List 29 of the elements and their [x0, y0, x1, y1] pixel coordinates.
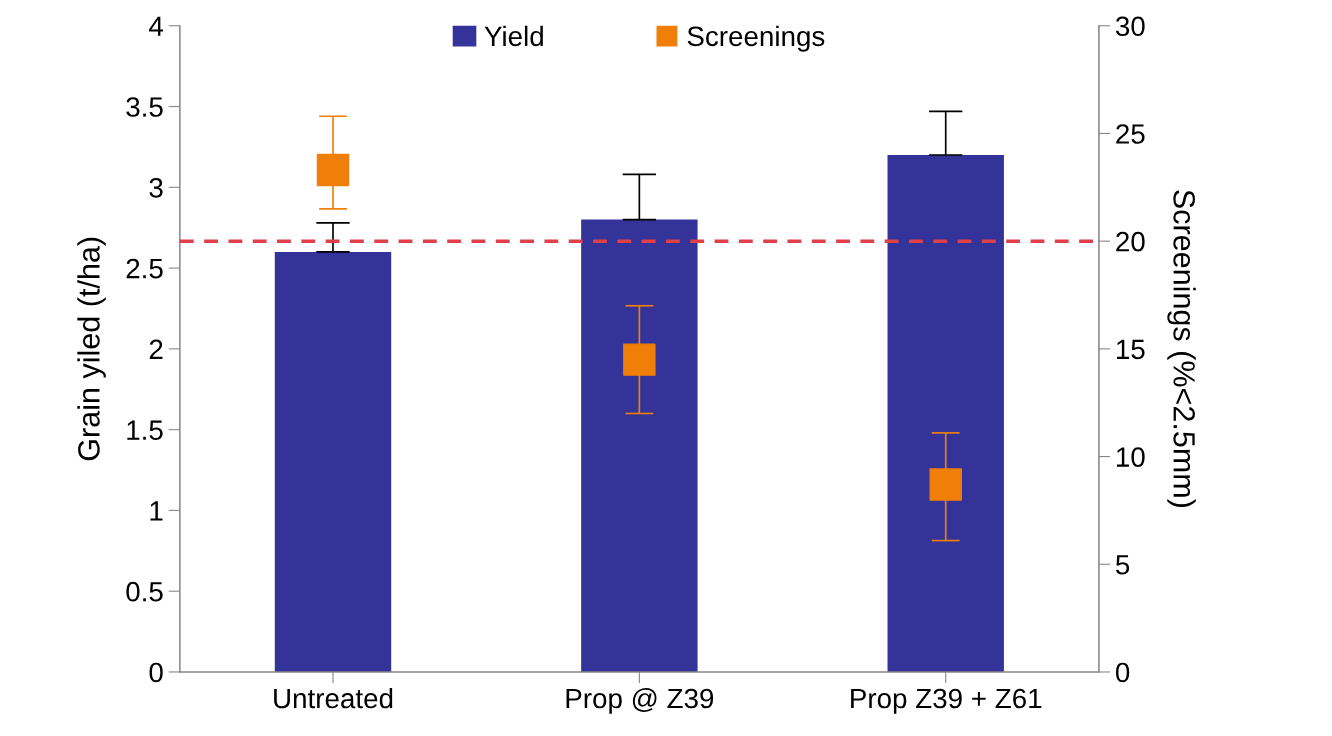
y2-tick-label: 0: [1115, 662, 1130, 683]
y2-tick-label: 20: [1116, 231, 1145, 252]
y-tick-label: 4: [149, 16, 164, 36]
y-tick-label: 0.5: [126, 581, 163, 602]
y2-tick-label: 5: [1115, 555, 1130, 575]
y2-tick-label: 10: [1116, 447, 1145, 467]
bar: [887, 155, 1004, 672]
legend-label: Yield: [484, 25, 543, 47]
y-tick-label: 1: [150, 501, 163, 521]
y2-tick-label: 25: [1116, 124, 1145, 144]
x-tick-label: Prop @ Z39: [566, 687, 714, 714]
y-tick-label: 2: [149, 339, 163, 359]
legend-label: Screenings: [687, 25, 825, 52]
point: [929, 468, 962, 501]
y-tick-label: 3: [149, 177, 163, 198]
y-tick-label: 2.5: [126, 258, 163, 279]
bar: [274, 251, 392, 672]
y-tick-label: 1.5: [127, 420, 163, 440]
point: [316, 153, 350, 187]
y2-tick-label: 15: [1116, 339, 1145, 360]
y-axis-title: Grain yiled (t/ha): [77, 237, 106, 461]
x-tick-label: Prop Z39 + Z61: [851, 688, 1042, 714]
bar: [581, 219, 698, 672]
y-tick-label: 3.5: [126, 97, 163, 117]
y2-tick-label: 30: [1115, 16, 1145, 37]
y-tick-label: 0: [149, 662, 163, 683]
x-tick-label: Untreated: [274, 687, 393, 709]
y2-axis-title: Screenings (%<2.5mm): [1167, 190, 1196, 508]
point: [623, 343, 656, 376]
